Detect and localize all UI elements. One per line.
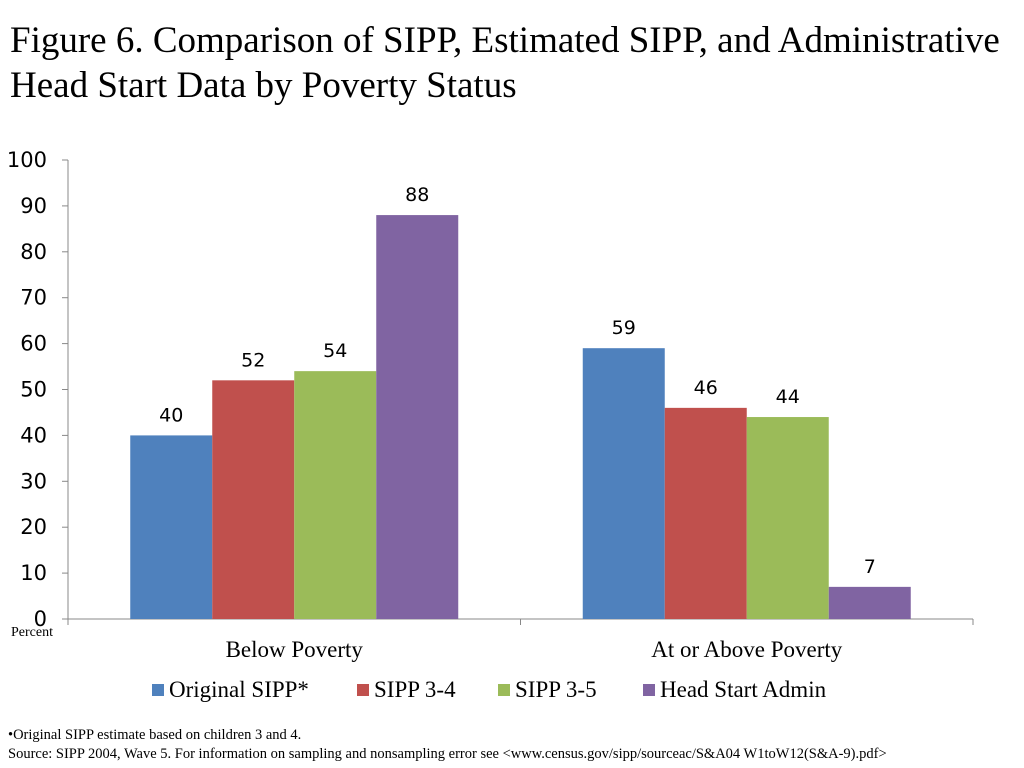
legend-item: SIPP 3-5 (515, 677, 597, 702)
y-axis-label: Percent (11, 625, 53, 640)
page-title: Figure 6. Comparison of SIPP, Estimated … (10, 20, 1000, 106)
legend-swatch (643, 684, 655, 696)
data-label: 52 (241, 349, 265, 371)
bar (376, 215, 459, 619)
y-tick-label: 30 (20, 469, 47, 493)
bar (212, 380, 295, 619)
x-category-label: Below Poverty (226, 637, 364, 662)
bar (746, 417, 829, 619)
y-tick-label: 100 (7, 148, 47, 172)
data-label: 46 (694, 377, 718, 399)
y-tick-label: 20 (20, 515, 47, 539)
data-label: 44 (776, 386, 800, 408)
data-label: 88 (405, 184, 429, 206)
bar (294, 371, 377, 619)
legend-swatch (357, 684, 369, 696)
bar (582, 348, 665, 619)
y-tick-label: 70 (20, 286, 47, 310)
data-label: 59 (612, 317, 636, 339)
data-label: 54 (323, 340, 347, 362)
data-label: 7 (864, 556, 876, 578)
footnotes: •Original SIPP estimate based on childre… (8, 726, 1018, 764)
source-text: Source: SIPP 2004, Wave 5. For informati… (8, 746, 887, 762)
y-tick-label: 50 (20, 378, 47, 402)
y-tick-label: 40 (20, 423, 47, 447)
legend-swatch (498, 684, 510, 696)
legend-swatch (152, 684, 164, 696)
y-tick-label: 0 (34, 607, 47, 631)
bar (130, 435, 213, 619)
data-label: 40 (159, 404, 183, 426)
bar (828, 586, 911, 619)
x-category-label: At or Above Poverty (651, 637, 843, 662)
y-tick-label: 90 (20, 194, 47, 218)
footnote-text: •Original SIPP estimate based on childre… (8, 727, 302, 743)
y-tick-label: 10 (20, 561, 47, 585)
legend-item: SIPP 3-4 (374, 677, 456, 702)
legend-item: Original SIPP* (169, 677, 309, 702)
y-tick-label: 60 (20, 332, 47, 356)
y-tick-label: 80 (20, 240, 47, 264)
legend-item: Head Start Admin (660, 677, 827, 702)
bar (664, 407, 747, 619)
